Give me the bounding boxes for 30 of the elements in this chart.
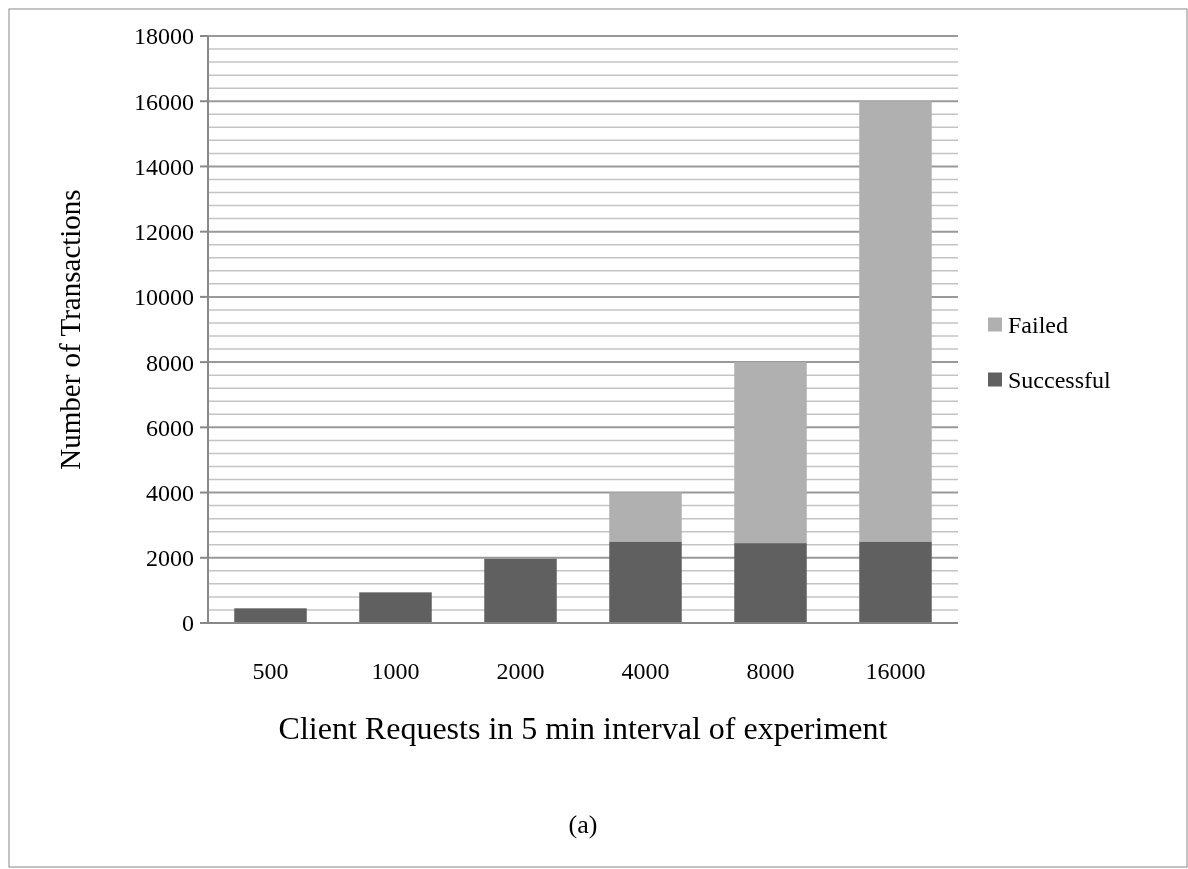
x-axis-title: Client Requests in 5 min interval of experiment — [278, 710, 888, 746]
bar — [609, 492, 682, 542]
bar — [609, 541, 682, 623]
y-axis-title: Number of Transactions — [54, 189, 86, 470]
y-tick-label: 8000 — [146, 349, 194, 376]
bar — [734, 543, 807, 623]
y-tick-label: 12000 — [134, 219, 194, 246]
x-tick-label: 2000 — [496, 658, 545, 684]
bar — [734, 362, 807, 544]
x-tick-label: 16000 — [865, 658, 926, 684]
y-tick-label: 14000 — [134, 153, 194, 180]
text: (a) — [568, 810, 598, 839]
bar — [484, 558, 557, 623]
x-tick-label: 1000 — [371, 658, 420, 684]
y-tick-label: 6000 — [146, 414, 194, 441]
bar — [359, 592, 432, 623]
legend-label: Failed — [1008, 311, 1068, 338]
bar — [234, 608, 307, 623]
y-tick-label: 0 — [182, 610, 194, 637]
legend-label: Successful — [1008, 366, 1111, 393]
y-tick-label: 16000 — [134, 88, 194, 115]
x-tick-label: 500 — [252, 658, 289, 684]
y-tick-label: 4000 — [146, 479, 194, 506]
y-tick-label: 18000 — [134, 23, 194, 50]
x-tick-label: 8000 — [746, 658, 795, 684]
bar — [859, 101, 932, 542]
y-tick-label: 10000 — [134, 284, 194, 311]
bar — [859, 541, 932, 623]
y-tick-label: 2000 — [146, 545, 194, 572]
x-tick-label: 4000 — [621, 658, 670, 684]
